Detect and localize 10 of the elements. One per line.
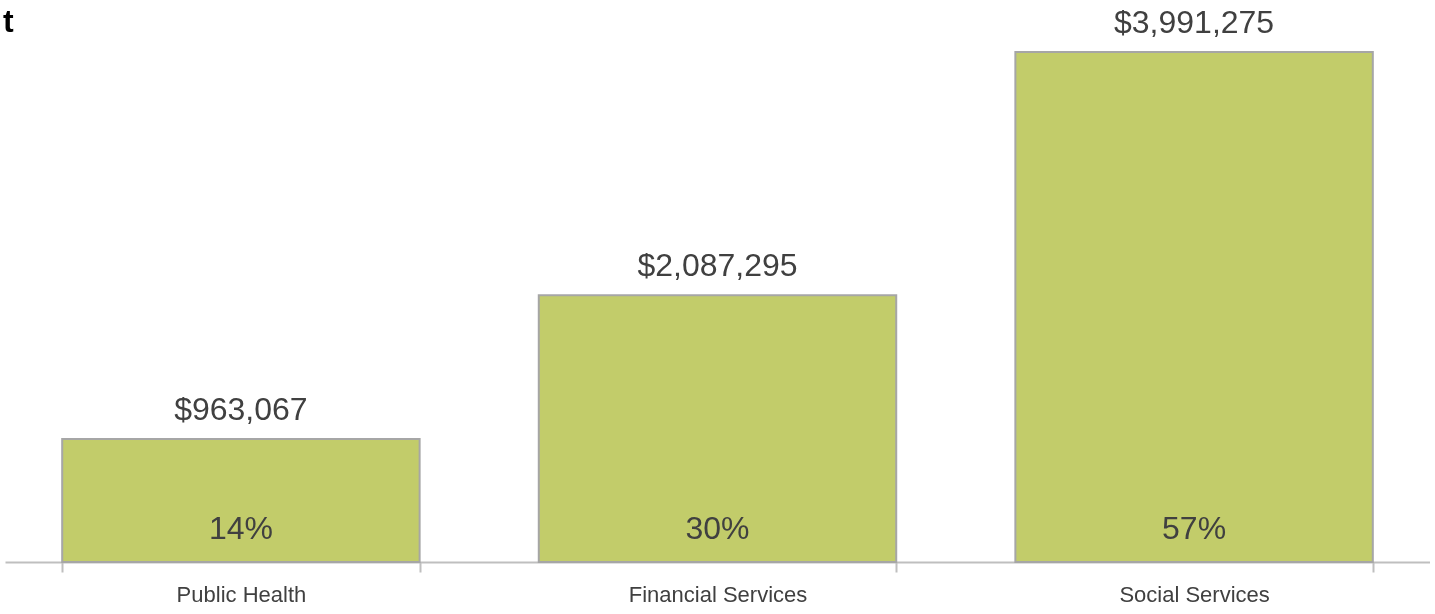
data-label: $3,991,275 — [1114, 4, 1275, 40]
annotation: 57% — [1162, 510, 1227, 546]
x-tick-label: Financial Services — [628, 581, 808, 607]
x-tick-label: Social Services — [1119, 581, 1270, 607]
chart-title: t — [3, 3, 14, 39]
data-label: $963,067 — [174, 390, 308, 427]
x-tick-label: Public Health — [176, 581, 307, 607]
annotation: 30% — [685, 510, 750, 546]
annotation: 14% — [208, 510, 273, 546]
data-label: $2,087,295 — [637, 247, 798, 284]
